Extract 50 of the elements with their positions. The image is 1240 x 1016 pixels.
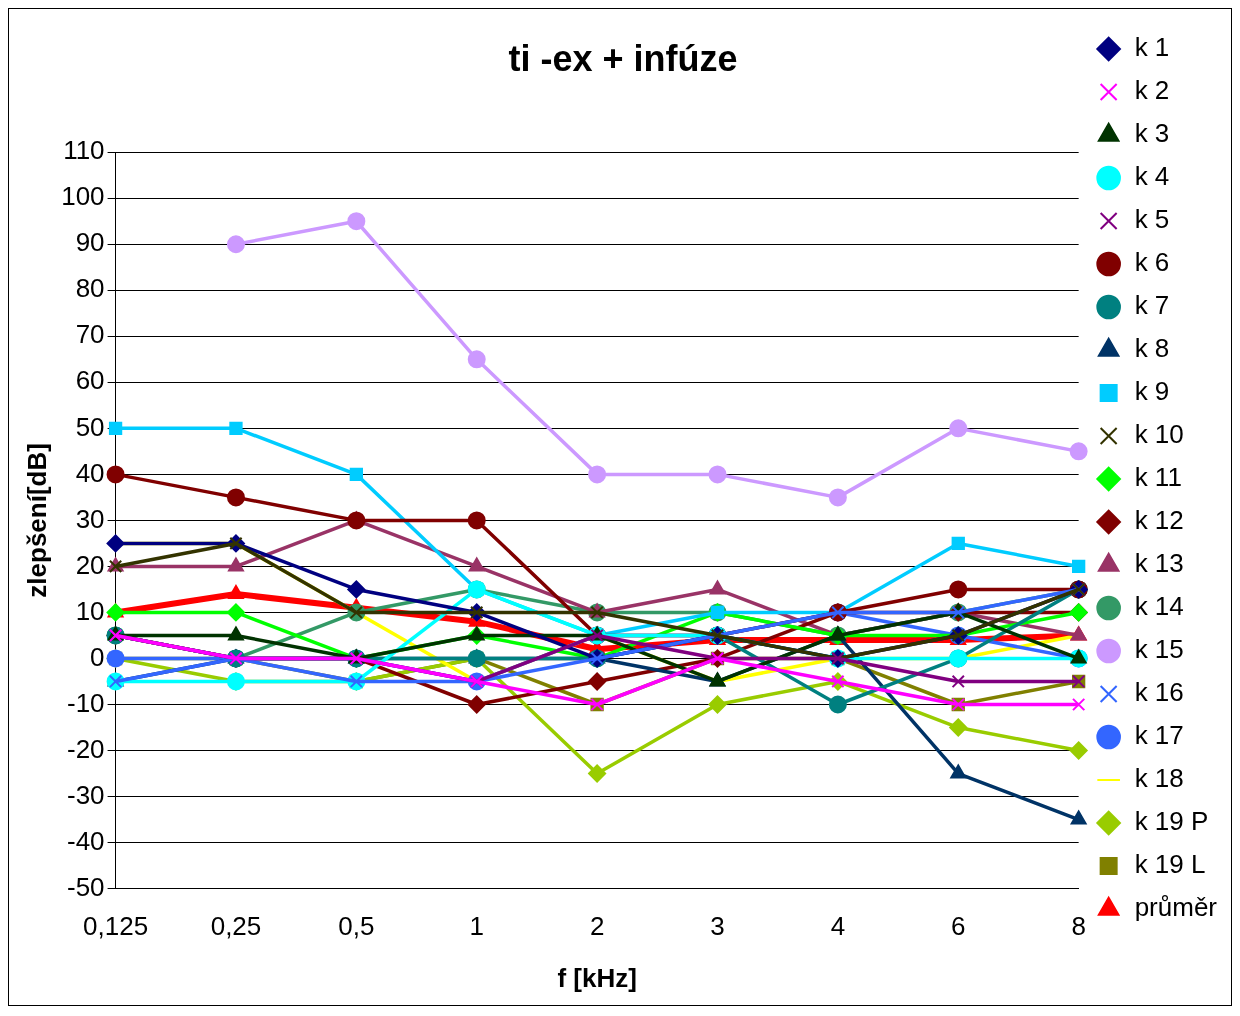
- y-tick-label: -20: [67, 733, 105, 764]
- legend-label: k 1: [1134, 32, 1170, 63]
- legend-label: k 11: [1134, 462, 1182, 493]
- legend-label: k 19 P: [1134, 806, 1209, 837]
- legend-label: k 15: [1134, 634, 1184, 665]
- y-tick-label: 80: [75, 273, 105, 304]
- y-tick-label: 90: [75, 227, 105, 258]
- y-tick-label: 50: [75, 411, 105, 442]
- x-tick-label: 8: [1071, 911, 1086, 942]
- y-tick-label: 110: [63, 135, 105, 166]
- y-tick-label: 10: [75, 595, 105, 626]
- legend-label: k 12: [1134, 505, 1184, 536]
- x-tick-label: 4: [830, 911, 846, 942]
- y-tick-label: -40: [67, 825, 105, 856]
- x-tick-label: 3: [710, 911, 725, 942]
- y-tick-label: 20: [75, 549, 105, 580]
- legend-label: k 6: [1134, 247, 1170, 278]
- y-tick-label: -10: [67, 687, 105, 718]
- y-tick-label: -50: [67, 871, 105, 902]
- legend-label: k 18: [1134, 763, 1184, 794]
- x-tick-label: 1: [469, 911, 484, 942]
- legend-label: k 16: [1134, 677, 1184, 708]
- legend-label: k 17: [1134, 720, 1184, 751]
- legend-label: k 19 L: [1134, 849, 1206, 880]
- legend-label: k 14: [1134, 591, 1184, 622]
- y-tick-label: 0: [90, 641, 105, 672]
- y-tick-label: 30: [75, 503, 105, 534]
- legend-label: k 2: [1134, 75, 1170, 106]
- legend-label: průměr: [1134, 892, 1218, 923]
- legend-label: k 13: [1134, 548, 1184, 579]
- x-tick-label: 2: [589, 911, 605, 942]
- x-tick-label: 0,5: [338, 911, 375, 942]
- y-tick-label: 70: [75, 319, 105, 350]
- y-tick-label: 100: [61, 181, 105, 212]
- legend-label: k 9: [1134, 376, 1170, 407]
- x-axis-title: f [kHz]: [557, 962, 637, 993]
- y-tick-label: 60: [75, 365, 105, 396]
- chart-title: ti -ex + infúze: [508, 37, 738, 79]
- legend-label: k 4: [1134, 161, 1170, 192]
- legend-label: k 3: [1134, 118, 1170, 149]
- y-tick-label: 40: [75, 457, 105, 488]
- x-tick-label: 0,125: [83, 911, 149, 942]
- y-tick-label: -30: [67, 779, 105, 810]
- legend-label: k 5: [1134, 204, 1170, 235]
- x-tick-label: 0,25: [210, 911, 262, 942]
- legend-label: k 8: [1134, 333, 1170, 364]
- y-axis-title: zlepšení[dB]: [21, 443, 52, 598]
- x-tick-label: 6: [951, 911, 966, 942]
- legend-label: k 10: [1134, 419, 1184, 450]
- legend-label: k 7: [1134, 290, 1170, 321]
